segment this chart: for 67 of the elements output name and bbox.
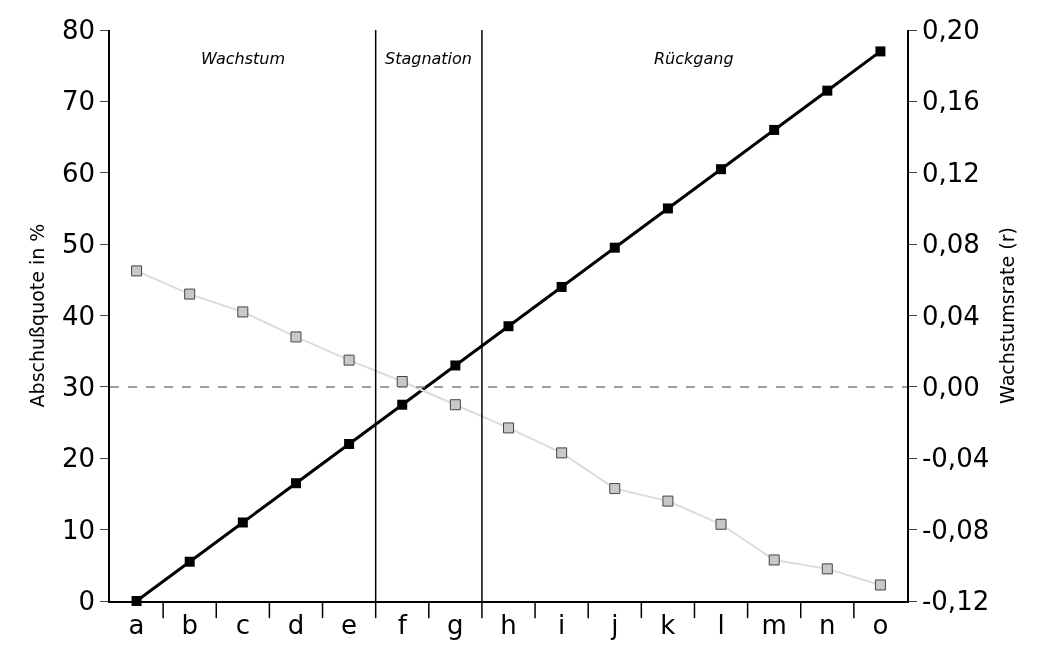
point (716, 164, 727, 175)
y-tick-label: 10 (61, 514, 96, 545)
point (769, 124, 780, 135)
point (290, 331, 302, 343)
y-axis-title: Abschußquote in % (26, 223, 49, 408)
point (343, 354, 355, 366)
annotation: Rückgang (654, 49, 734, 68)
point (822, 85, 833, 96)
x-tick-label: o (872, 609, 889, 640)
point (609, 483, 621, 495)
y2-tick-label: -0,04 (921, 443, 990, 474)
y2-axis-title: Wachstumsrate (r) (995, 227, 1018, 404)
y2-tick-label: 0,12 (921, 157, 980, 188)
point (449, 399, 461, 411)
point (344, 438, 355, 449)
point (556, 281, 567, 292)
point (503, 321, 514, 332)
point (874, 579, 886, 591)
annotation: Stagnation (385, 49, 472, 68)
point (184, 288, 196, 300)
x-tick-label: l (717, 609, 725, 640)
x-tick-label: c (235, 609, 250, 640)
y2-tick-label: 0,04 (921, 300, 980, 331)
annotation: Wachstum (201, 49, 286, 68)
point (768, 554, 780, 566)
x-tick-label: f (397, 609, 408, 640)
y2-tick-label: 0,08 (921, 229, 980, 260)
x-tick-label: m (761, 609, 787, 640)
y-tick-label: 70 (61, 86, 96, 117)
y2-tick-label: 0,00 (921, 371, 980, 402)
point (450, 360, 461, 371)
point (184, 556, 195, 567)
y-tick-label: 30 (61, 371, 96, 402)
x-tick-label: j (610, 609, 619, 640)
x-tick-label: b (181, 609, 198, 640)
x-tick-label: d (287, 609, 305, 640)
point (237, 517, 248, 528)
point (662, 203, 673, 214)
y-tick-label: 60 (61, 157, 96, 188)
point (609, 242, 620, 253)
point (503, 422, 514, 434)
y-tick-label: 80 (61, 15, 96, 46)
point (237, 306, 249, 318)
point (556, 447, 568, 459)
y-tick-label: 0 (78, 586, 96, 617)
point (397, 399, 408, 410)
x-tick-label: i (558, 609, 566, 640)
x-tick-label: e (341, 609, 358, 640)
y-tick-label: 50 (61, 229, 96, 260)
point (875, 46, 886, 57)
y2-tick-label: 0,16 (921, 86, 980, 117)
y-tick-label: 20 (61, 443, 96, 474)
point (662, 495, 674, 507)
y2-tick-label: 0,20 (921, 15, 980, 46)
x-tick-label: k (660, 609, 676, 640)
y-tick-label: 40 (61, 300, 96, 331)
point (396, 376, 408, 388)
point (715, 518, 727, 530)
point (290, 478, 301, 489)
point (821, 563, 833, 575)
x-tick-label: a (128, 609, 145, 640)
y2-tick-label: -0,08 (921, 514, 990, 545)
x-tick-label: n (819, 609, 836, 640)
x-tick-label: h (500, 609, 517, 640)
x-tick-label: g (447, 609, 464, 640)
point (131, 265, 143, 277)
y2-tick-label: -0,12 (921, 586, 990, 617)
